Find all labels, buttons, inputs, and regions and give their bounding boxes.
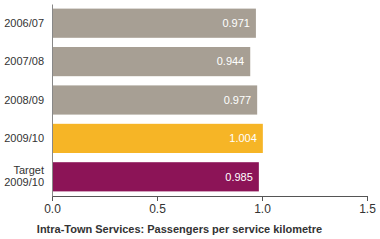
y-tick: 2008/09	[4, 94, 52, 106]
bar	[52, 47, 250, 76]
x-tick-mark	[52, 196, 53, 201]
plot: 0.0 0.5 1.0 1.5 2006/07 2007/08 2008/09 2009/10…	[4, 5, 376, 216]
x-tick-label: 1.5	[359, 202, 376, 216]
x-axis-title: Intra-Town Services: Passengers per serv…	[37, 223, 322, 235]
x-tick-label: 0.0	[44, 202, 61, 216]
y-axis: 2006/072007/082008/092009/10Target2009/1…	[4, 5, 52, 197]
data-label: 0.985	[225, 171, 253, 183]
y-tick: Target2009/10	[4, 164, 52, 188]
data-label: 0.977	[224, 94, 252, 106]
data-label: 1.004	[229, 132, 257, 144]
x-tick-label: 1.0	[254, 202, 271, 216]
y-tick-label: 2008/09	[4, 94, 44, 106]
y-tick-label-line: Target	[13, 164, 44, 176]
y-tick: 2009/10	[4, 132, 52, 144]
y-tick-label: Target2009/10	[4, 164, 44, 188]
y-tick-label: 2006/07	[4, 17, 44, 29]
y-tick-label: 2007/08	[4, 55, 44, 67]
y-tick: 2007/08	[4, 55, 52, 67]
x-tick-mark	[367, 196, 368, 201]
x-axis: 0.0 0.5 1.0 1.5	[44, 196, 376, 216]
x-tick: 1.5	[359, 196, 376, 216]
x-tick: 0.5	[149, 196, 166, 216]
bar	[52, 9, 256, 38]
chart: 0.0 0.5 1.0 1.5 2006/07 2007/08 2008/09 2009/10…	[0, 0, 380, 239]
x-axis-line	[53, 196, 368, 197]
bars	[52, 9, 263, 192]
y-axis-line	[52, 5, 53, 197]
x-tick-mark	[157, 196, 158, 201]
x-tick-label: 0.5	[149, 202, 166, 216]
bar	[52, 162, 259, 191]
data-label: 0.944	[217, 55, 245, 67]
data-label: 0.971	[222, 17, 250, 29]
data-labels: 0.971 0.944 0.977 1.004 0.985	[217, 17, 257, 183]
x-tick-mark	[262, 196, 263, 201]
x-tick: 0.0	[44, 196, 61, 216]
bar	[52, 85, 257, 114]
bar	[52, 124, 263, 153]
y-tick-label: 2009/10	[4, 132, 44, 144]
y-tick: 2006/07	[4, 17, 52, 29]
y-tick-label-line: 2009/10	[4, 176, 44, 188]
x-tick: 1.0	[254, 196, 271, 216]
